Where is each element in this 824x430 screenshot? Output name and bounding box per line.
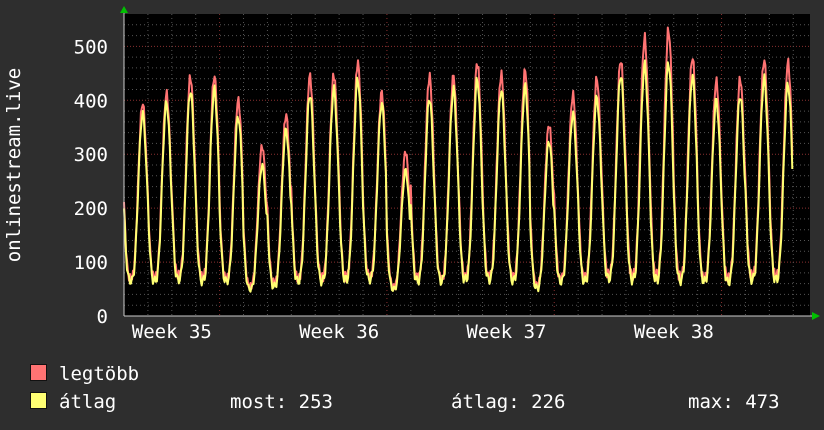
- stat-average-label: átlag:: [451, 391, 520, 413]
- y-tick-label: 200: [74, 198, 108, 220]
- x-axis-arrow-icon: [812, 312, 820, 320]
- legend-avg-swatch: [30, 392, 47, 409]
- stat-average-value: 226: [531, 391, 566, 413]
- x-tick-label: Week 36: [299, 321, 379, 343]
- y-axis-label: onlinestream.live: [3, 68, 25, 262]
- legend-avg-label: átlag: [59, 391, 117, 413]
- stat-max-value: 473: [745, 391, 780, 413]
- y-tick-label: 400: [74, 90, 108, 112]
- x-tick-label: Week 38: [634, 321, 714, 343]
- stat-current-value: 253: [298, 391, 333, 413]
- stat-current-label: most:: [230, 391, 288, 413]
- legend-max: legtöbb: [30, 363, 139, 385]
- stat-max: max: 473: [688, 391, 780, 413]
- y-tick-labels: 0 100 200 300 400 500: [74, 36, 108, 328]
- stat-average: átlag: 226: [451, 391, 565, 413]
- legend-max-swatch: [30, 364, 47, 381]
- legend-avg: átlag most: 253 átlag: 226 max: 473: [30, 391, 810, 413]
- y-tick-label: 0: [97, 306, 108, 328]
- legend-max-label: legtöbb: [59, 363, 140, 385]
- y-tick-label: 300: [74, 144, 108, 166]
- series-line-avg: [123, 59, 794, 293]
- stat-max-label: max:: [688, 391, 734, 413]
- x-tick-label: Week 37: [466, 321, 546, 343]
- x-tick-label: Week 35: [132, 321, 212, 343]
- axes: [120, 6, 820, 320]
- y-tick-label: 100: [74, 252, 108, 274]
- y-tick-label: 500: [74, 36, 108, 58]
- x-tick-labels: Week 35 Week 36 Week 37 Week 38: [132, 321, 714, 343]
- series-lines: [123, 26, 794, 293]
- stat-current: most: 253: [230, 391, 333, 413]
- y-axis-arrow-icon: [120, 6, 128, 13]
